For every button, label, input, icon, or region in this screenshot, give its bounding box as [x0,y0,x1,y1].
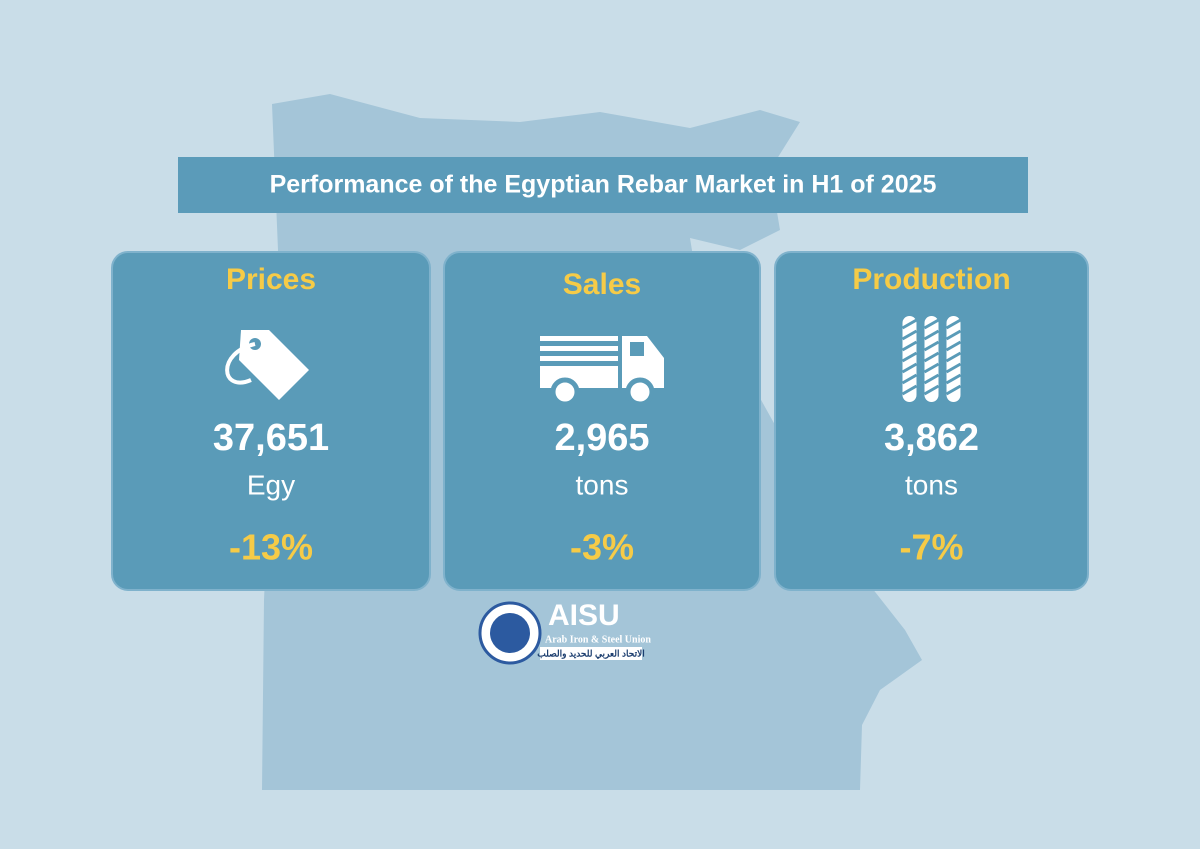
rebar-rib [901,329,918,341]
card-label: Prices [226,263,316,296]
rebar-rib [923,329,940,341]
title-banner [178,157,1028,213]
rebar-rib [923,351,940,363]
card-value: 37,651 [213,417,329,459]
rebar-rib [945,351,962,363]
rebar-rib [923,362,940,374]
card: Production 3,862 tons -7% [774,251,1089,591]
card-label: Sales [563,268,641,301]
truck-wheel [550,377,580,407]
rebar-rib [923,340,940,352]
rebar-rib [945,340,962,352]
rebar-rib [923,318,940,330]
rebar-rib [945,318,962,330]
card-value: 2,965 [554,417,649,459]
card-change: -7% [899,527,963,568]
card-box [111,251,431,591]
title: Performance of the Egyptian Rebar Market… [270,171,937,199]
card: Sales 2,965 tons -3% [443,251,761,591]
truck-rail [540,346,618,351]
card-unit: tons [576,469,629,500]
card-box [774,251,1089,591]
rebar-rib [901,351,918,363]
rebar-rib [923,373,940,385]
logo-globe [490,613,530,653]
rebar-rib [901,384,918,396]
card-box [443,251,761,591]
rebar-rib [945,362,962,374]
rebar-rib [901,373,918,385]
rebar-rib [901,318,918,330]
card-label: Production [852,263,1010,296]
tag-string [225,342,256,385]
truck-rail [540,356,618,361]
rebar-rib [945,329,962,341]
card-unit: tons [905,469,958,500]
card-value: 3,862 [884,417,979,459]
truck-wheel [625,377,655,407]
rebar-rib [901,340,918,352]
logo-subtitle: Arab Iron & Steel Union [545,634,651,645]
truck-rail [540,336,618,341]
rebar-rib [901,362,918,374]
card-unit: Egy [247,469,295,500]
truck-window [630,342,644,356]
rebar-rib [945,384,962,396]
truck-bed [540,366,618,388]
logo: AISU Arab Iron & Steel Union الاتحاد الع… [478,599,651,665]
rebar-rib [923,384,940,396]
card-change: -13% [229,527,313,568]
logo-name: AISU [548,599,620,632]
rebar-rib [945,373,962,385]
logo-arabic: الاتحاد العربي للحديد والصلب [537,648,644,659]
card-change: -3% [570,527,634,568]
logo-arabic-bar [540,647,642,660]
card: Prices 37,651 Egy -13% [111,251,431,591]
